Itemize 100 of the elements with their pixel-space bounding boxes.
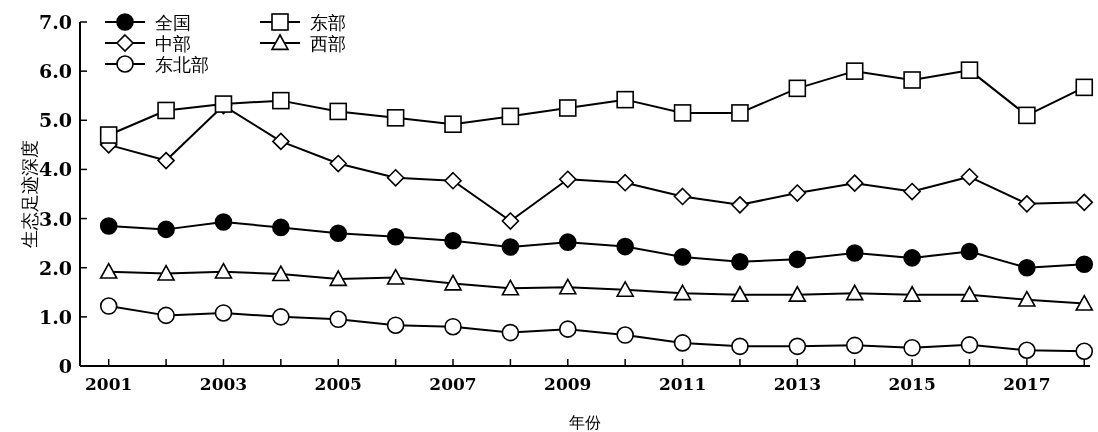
y-axis-title: 生态足迹深度 bbox=[19, 140, 40, 248]
point bbox=[558, 99, 577, 117]
point bbox=[1075, 255, 1094, 274]
point bbox=[845, 62, 864, 80]
point bbox=[673, 248, 692, 266]
point bbox=[99, 297, 118, 315]
x-tick-label: 2001 bbox=[85, 374, 133, 394]
point bbox=[99, 217, 118, 235]
point bbox=[558, 278, 577, 295]
point bbox=[329, 224, 348, 243]
point bbox=[444, 231, 462, 250]
point bbox=[616, 326, 634, 344]
point bbox=[845, 284, 864, 301]
point bbox=[1018, 106, 1036, 125]
point bbox=[272, 132, 290, 151]
point bbox=[788, 79, 807, 98]
point bbox=[731, 337, 749, 356]
y-tick-label: 5.0 bbox=[38, 109, 72, 132]
legend-label: 全国 bbox=[155, 12, 191, 33]
point bbox=[444, 115, 462, 134]
point bbox=[960, 242, 979, 261]
point bbox=[386, 227, 405, 246]
point bbox=[673, 334, 692, 352]
point bbox=[788, 337, 807, 356]
point bbox=[960, 285, 979, 302]
point bbox=[845, 174, 864, 192]
legend-label: 东部 bbox=[310, 12, 346, 33]
y-tick-label: 6.0 bbox=[38, 60, 72, 83]
point bbox=[903, 182, 921, 201]
legend-label: 东北部 bbox=[155, 54, 209, 75]
point bbox=[157, 264, 175, 281]
point bbox=[616, 90, 634, 109]
point bbox=[329, 270, 348, 287]
point bbox=[501, 212, 520, 230]
x-tick-label: 2011 bbox=[658, 374, 707, 394]
y-tick-label: 4.0 bbox=[38, 158, 72, 181]
x-tick-label: 2003 bbox=[199, 374, 248, 394]
point bbox=[272, 265, 290, 282]
legend-label: 中部 bbox=[155, 33, 191, 54]
point bbox=[157, 306, 175, 325]
x-tick-label: 2015 bbox=[888, 374, 936, 394]
x-tick-label: 2017 bbox=[1003, 374, 1051, 394]
point bbox=[1075, 193, 1094, 212]
point bbox=[1018, 258, 1036, 277]
point bbox=[558, 170, 577, 189]
point bbox=[788, 184, 807, 202]
point bbox=[329, 154, 348, 173]
point bbox=[558, 320, 577, 338]
point bbox=[845, 336, 864, 355]
point bbox=[386, 268, 405, 285]
point bbox=[386, 168, 405, 187]
point bbox=[845, 244, 864, 262]
point bbox=[157, 151, 175, 170]
point bbox=[731, 253, 749, 271]
point bbox=[157, 101, 175, 120]
point bbox=[960, 168, 979, 186]
point bbox=[501, 279, 520, 296]
point bbox=[501, 323, 520, 342]
point bbox=[444, 274, 462, 291]
point bbox=[731, 104, 749, 122]
point bbox=[272, 218, 290, 237]
point bbox=[673, 284, 692, 301]
point bbox=[1018, 341, 1036, 360]
point bbox=[501, 107, 520, 126]
point bbox=[272, 91, 290, 110]
point bbox=[616, 281, 634, 298]
point bbox=[558, 233, 577, 251]
point bbox=[99, 126, 118, 144]
x-axis-title: 年份 bbox=[569, 413, 601, 432]
y-tick-label: 0 bbox=[58, 355, 72, 377]
y-tick-label: 7.0 bbox=[38, 11, 72, 33]
point bbox=[616, 173, 634, 192]
point bbox=[1075, 342, 1094, 361]
point bbox=[214, 213, 233, 231]
point bbox=[1075, 78, 1094, 97]
point bbox=[272, 308, 290, 326]
x-tick-label: 2005 bbox=[314, 374, 362, 394]
x-tick-label: 2009 bbox=[544, 374, 592, 394]
point bbox=[903, 285, 921, 302]
point bbox=[1018, 195, 1036, 213]
point bbox=[731, 285, 749, 302]
point bbox=[788, 285, 807, 302]
point bbox=[1018, 290, 1036, 307]
point bbox=[903, 339, 921, 357]
point bbox=[616, 237, 634, 256]
point bbox=[386, 316, 405, 335]
y-tick-label: 1.0 bbox=[38, 305, 72, 328]
point bbox=[157, 220, 175, 239]
y-tick-label: 3.0 bbox=[38, 207, 72, 230]
x-tick-label: 2013 bbox=[773, 374, 821, 394]
legend-label: 西部 bbox=[310, 33, 346, 54]
x-tick-label: 2007 bbox=[429, 374, 477, 394]
point bbox=[788, 250, 807, 269]
y-tick-label: 2.0 bbox=[38, 256, 72, 279]
point bbox=[329, 102, 348, 121]
point bbox=[99, 262, 118, 279]
point bbox=[329, 310, 348, 329]
point bbox=[903, 71, 921, 89]
point bbox=[1075, 294, 1094, 311]
point bbox=[214, 262, 233, 279]
